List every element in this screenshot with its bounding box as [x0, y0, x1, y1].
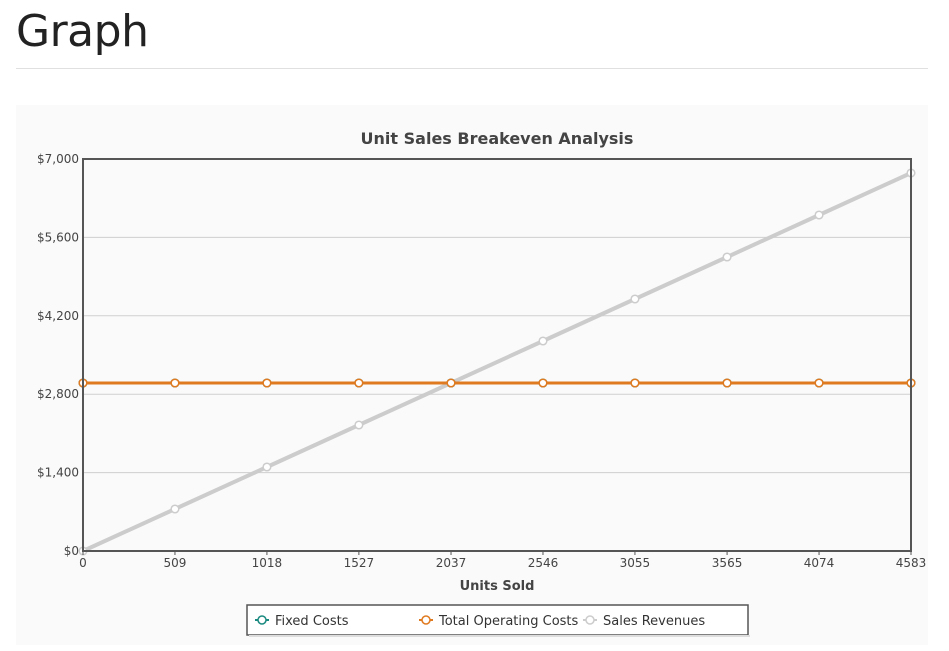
chart-title: Unit Sales Breakeven Analysis [361, 129, 634, 148]
title-divider [16, 68, 928, 69]
legend-label[interactable]: Sales Revenues [603, 614, 705, 629]
data-point [538, 378, 548, 388]
plot-frame [82, 158, 912, 552]
y-tick-label: $4,200 [37, 309, 79, 323]
data-point [722, 378, 732, 388]
data-point [354, 378, 364, 388]
x-tick-label: 2546 [528, 556, 559, 570]
legend-label[interactable]: Total Operating Costs [438, 614, 579, 629]
data-point [170, 378, 180, 388]
x-tick-label: 2037 [436, 556, 467, 570]
x-axis-title: Units Sold [460, 579, 535, 594]
x-tick-label: 1018 [252, 556, 283, 570]
x-axis-ticks: 0 509 1018 1527 2037 2546 3055 3565 4074 4583 [79, 551, 926, 570]
page-title: Graph [16, 6, 149, 57]
y-tick-label: $1,400 [37, 466, 79, 480]
y-axis-ticks: $0 $1,400 $2,800 $4,200 $5,600 $7,000 [37, 152, 79, 558]
legend-label[interactable]: Fixed Costs [275, 614, 349, 629]
data-point [630, 294, 640, 304]
data-point [170, 504, 180, 514]
x-tick-label: 3055 [620, 556, 651, 570]
data-point [446, 378, 456, 388]
legend-shadow [249, 635, 750, 637]
y-tick-label: $2,800 [37, 387, 79, 401]
data-point [630, 378, 640, 388]
x-tick-label: 0 [79, 556, 87, 570]
data-point [722, 252, 732, 262]
data-point [354, 420, 364, 430]
data-point [262, 462, 272, 472]
x-tick-label: 4583 [896, 556, 927, 570]
x-tick-label: 3565 [712, 556, 743, 570]
legend: Fixed Costs Total Operating Costs Sales Re… [246, 604, 750, 637]
y-tick-label: $5,600 [37, 230, 79, 244]
data-point [262, 378, 272, 388]
series-layer [78, 168, 916, 556]
legend-marker [421, 615, 431, 625]
x-tick-label: 1527 [344, 556, 375, 570]
legend-box [246, 604, 749, 636]
y-tick-label: $0 [64, 544, 79, 558]
y-tick-label: $7,000 [37, 152, 79, 166]
x-tick-label: 4074 [804, 556, 835, 570]
series-line [82, 171, 912, 553]
legend-marker [585, 615, 595, 625]
legend-marker [257, 615, 267, 625]
data-point [814, 210, 824, 220]
data-point [814, 378, 824, 388]
x-tick-label: 509 [164, 556, 187, 570]
data-point [538, 336, 548, 346]
